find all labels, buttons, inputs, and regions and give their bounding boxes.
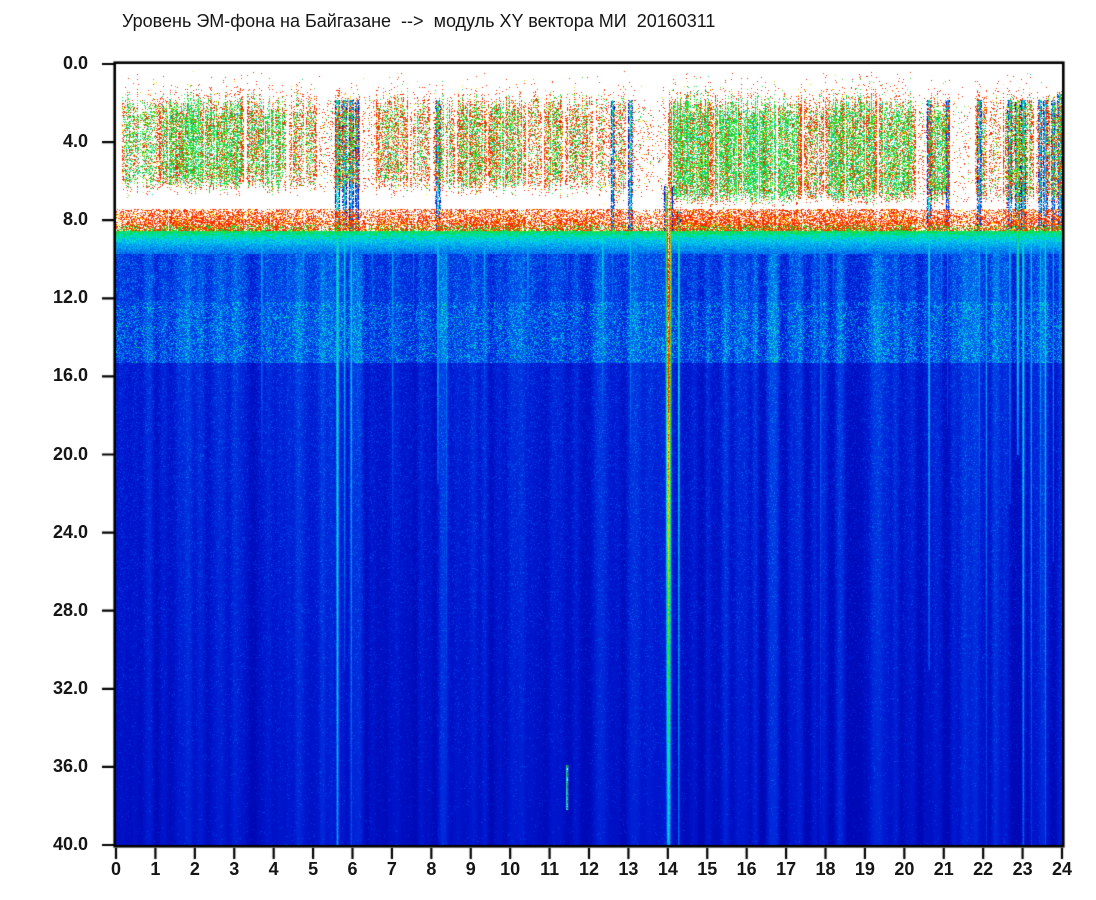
x-tick-label-23: 23 — [1012, 859, 1033, 879]
y-tick-label-8.0: 8.0 — [62, 209, 88, 230]
x-tick-label-7: 7 — [386, 859, 397, 879]
x-tick-label-2: 2 — [189, 859, 200, 879]
x-tick-label-15: 15 — [697, 859, 718, 879]
x-tick-label-21: 21 — [933, 859, 954, 879]
y-tick-label-12.0: 12.0 — [52, 287, 88, 308]
y-tick-label-20.0: 20.0 — [52, 443, 88, 464]
x-tick-label-14: 14 — [657, 859, 678, 879]
x-tick-label-5: 5 — [308, 859, 319, 879]
y-tick-label-24.0: 24.0 — [52, 521, 88, 542]
x-tick-label-1: 1 — [150, 859, 161, 879]
x-tick-label-13: 13 — [618, 859, 639, 879]
x-tick-label-18: 18 — [815, 859, 836, 879]
x-tick-label-17: 17 — [776, 859, 797, 879]
y-tick-label-40.0: 40.0 — [52, 834, 88, 854]
x-tick-label-8: 8 — [426, 859, 437, 879]
x-tick-label-10: 10 — [500, 859, 521, 879]
y-tick-label-4.0: 4.0 — [62, 131, 88, 152]
x-tick-label-4: 4 — [268, 859, 279, 879]
x-tick-label-0: 0 — [110, 859, 121, 879]
y-tick-label-28.0: 28.0 — [52, 599, 88, 620]
x-tick-label-12: 12 — [578, 859, 600, 879]
x-tick-label-24: 24 — [1051, 859, 1073, 879]
y-tick-label-16.0: 16.0 — [52, 365, 88, 386]
y-tick-label-32.0: 32.0 — [52, 677, 88, 698]
x-tick-label-6: 6 — [347, 859, 358, 879]
x-tick-label-20: 20 — [894, 859, 915, 879]
x-tick-label-16: 16 — [736, 859, 757, 879]
x-tick-label-11: 11 — [540, 859, 560, 879]
x-tick-label-3: 3 — [229, 859, 240, 879]
y-tick-label-0.0: 0.0 — [62, 53, 88, 73]
y-tick-label-36.0: 36.0 — [52, 755, 88, 776]
x-tick-label-22: 22 — [973, 859, 994, 879]
x-tick-label-9: 9 — [465, 859, 476, 879]
x-tick-label-19: 19 — [854, 859, 875, 879]
